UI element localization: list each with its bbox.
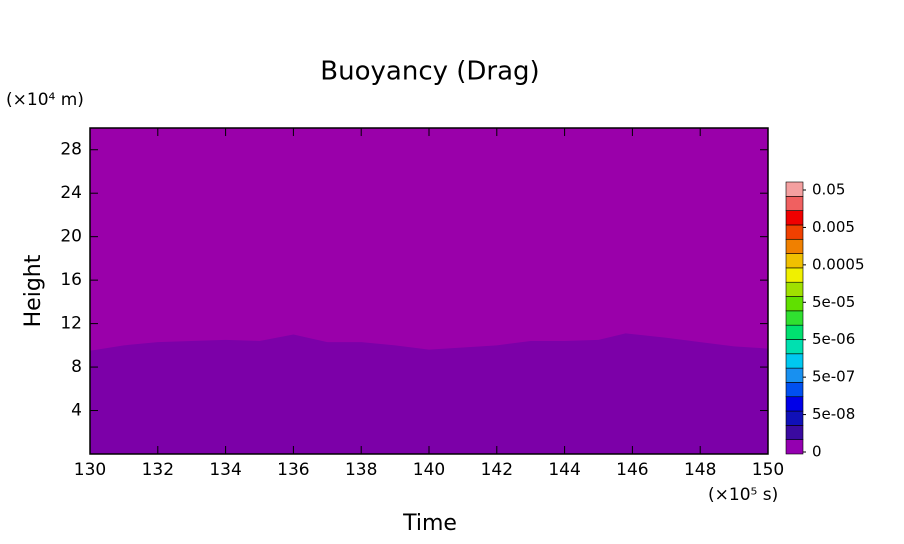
colorbar-label: 0: [812, 443, 822, 461]
x-tick-label: 130: [74, 460, 106, 480]
colorbar-level: [785, 382, 804, 398]
colorbar-label: 5e-06: [812, 330, 855, 348]
colorbar-label: 0.0005: [812, 255, 865, 273]
y-tick-label: 12: [60, 314, 82, 334]
colorbar-level: [785, 238, 804, 254]
y-tick-label: 8: [71, 357, 82, 377]
x-tick-label: 144: [548, 460, 580, 480]
x-tick-label: 146: [616, 460, 648, 480]
y-tick-label: 28: [60, 140, 82, 160]
y-axis-label: Height: [21, 254, 46, 327]
colorbar-level: [785, 396, 804, 412]
y-unit: (×10⁴ m): [6, 90, 84, 110]
colorbar-level: [785, 196, 804, 211]
colorbar-level: [785, 281, 804, 297]
y-tick-label: 16: [60, 270, 82, 290]
x-unit: (×10⁵ s): [708, 485, 778, 505]
colorbar-label: 5e-07: [812, 368, 855, 386]
colorbar-level: [785, 425, 804, 440]
x-tick-label: 132: [142, 460, 174, 480]
chart-title: Buoyancy (Drag): [320, 57, 539, 87]
colorbar-level: [785, 353, 804, 369]
colorbar-label: 0.005: [812, 218, 855, 236]
colorbar-level: [785, 181, 804, 197]
colorbar-label: 5e-05: [812, 293, 855, 311]
x-axis-label: Time: [402, 511, 457, 536]
x-tick-label: 136: [277, 460, 309, 480]
y-tick-label: 4: [71, 401, 82, 421]
colorbar-level: [785, 224, 804, 240]
x-tick-label: 142: [481, 460, 513, 480]
x-tick-label: 134: [209, 460, 241, 480]
x-tick-label: 140: [413, 460, 445, 480]
y-tick-label: 20: [60, 227, 82, 247]
y-tick-label: 24: [60, 183, 82, 203]
colorbar-label: 5e-08: [812, 405, 855, 423]
x-tick-label: 150: [752, 460, 784, 480]
x-tick-label: 138: [345, 460, 377, 480]
x-tick-label: 148: [684, 460, 716, 480]
colorbar-level: [785, 439, 804, 455]
colorbar-level: [785, 367, 804, 383]
colorbar-level: [785, 210, 804, 226]
colorbar-level: [785, 296, 804, 312]
colorbar-level: [785, 410, 804, 426]
colorbar-level: [785, 253, 804, 269]
colorbar-label: 0.05: [812, 181, 845, 199]
colorbar-level: [785, 339, 804, 355]
contour-region: [90, 333, 768, 454]
colorbar-level: [785, 267, 804, 283]
colorbar-level: [785, 310, 804, 326]
colorbar-level: [785, 324, 804, 340]
